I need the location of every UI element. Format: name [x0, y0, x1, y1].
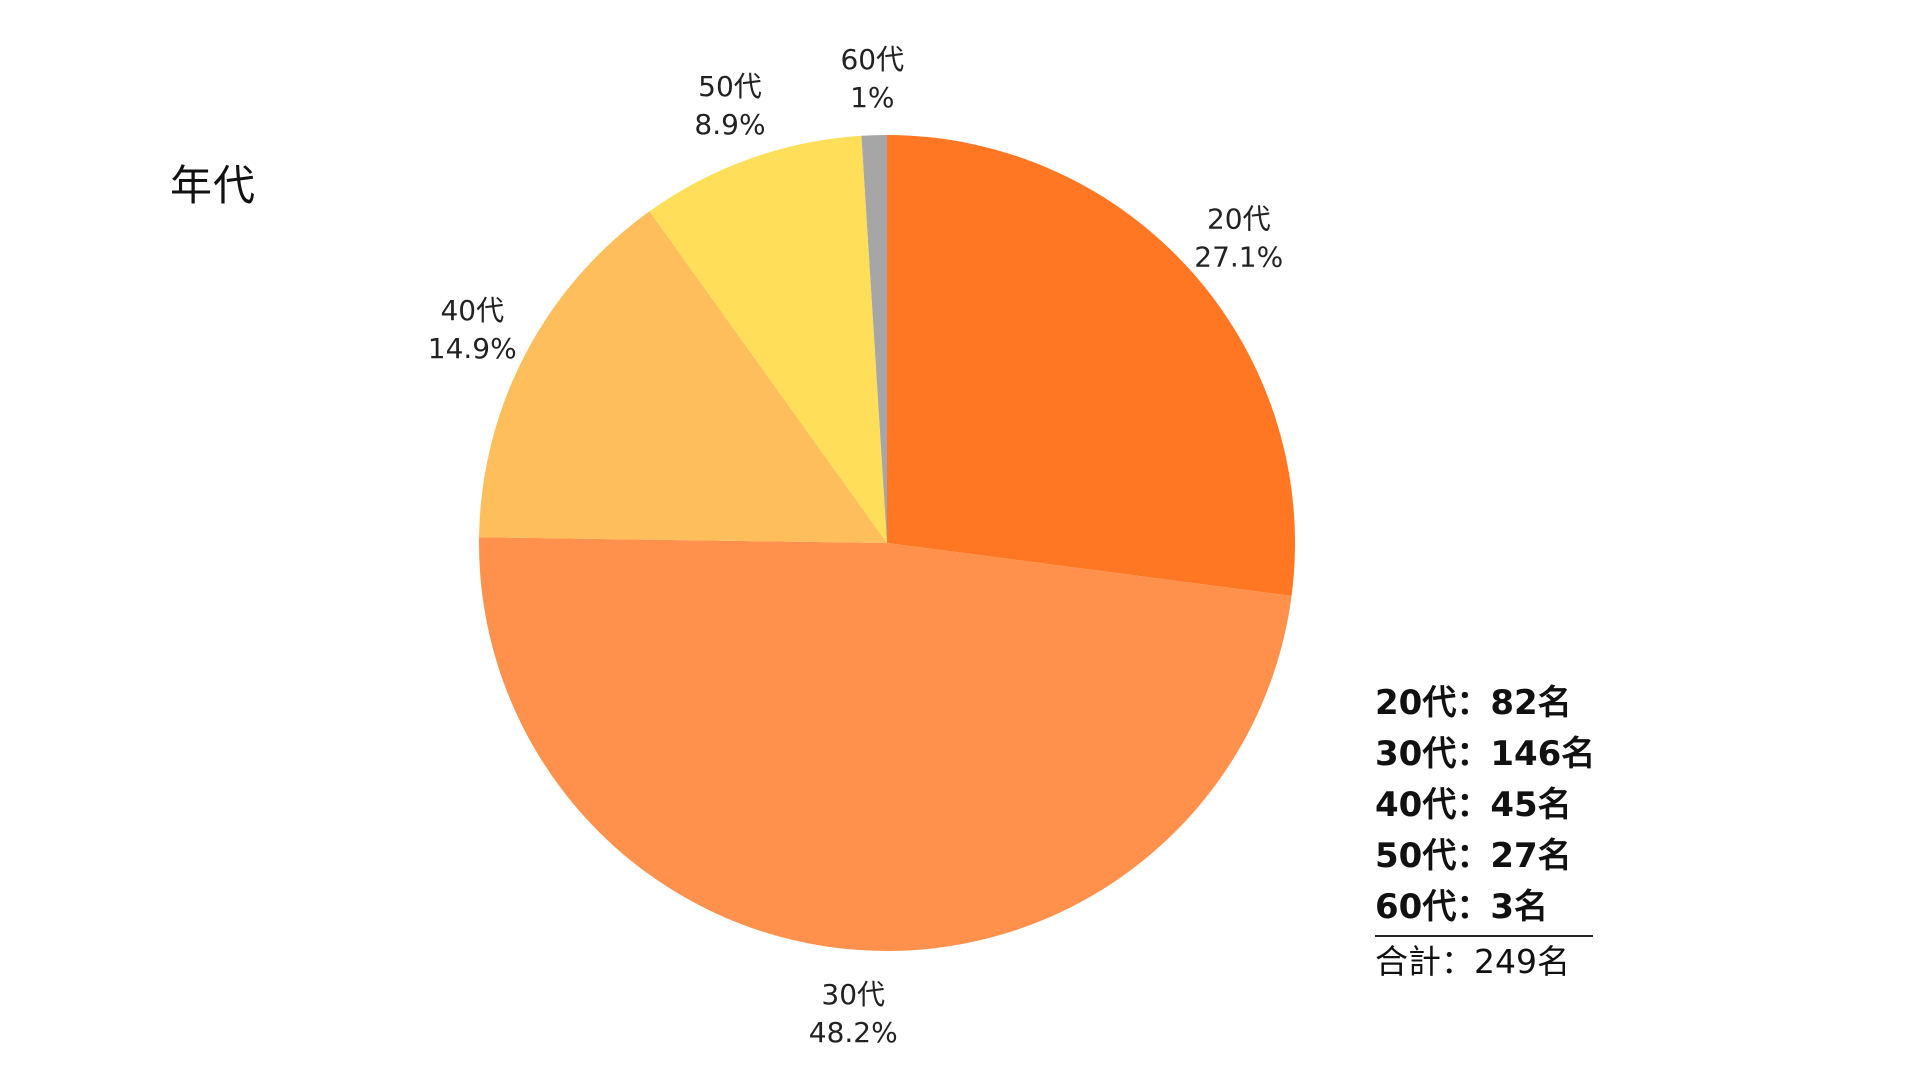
slice-value-label-3: 14.9% [428, 332, 517, 365]
summary-row-30s: 30代：146名 [1375, 734, 1596, 774]
slice-category-label-5: 60代 [840, 43, 904, 76]
slice-value-label-5: 1% [850, 81, 894, 114]
pie-slice-5 [861, 135, 887, 543]
summary-total: 合計：249名 [1375, 942, 1570, 981]
summary-row-50s: 50代：27名 [1375, 836, 1572, 876]
summary-row-60s: 60代：3名 [1375, 887, 1548, 927]
summary-divider [1375, 935, 1593, 937]
pie-slice-3 [479, 211, 887, 543]
slice-category-label-4: 50代 [698, 70, 762, 103]
summary-panel: 20代：82名 30代：146名 40代：45名 50代：27名 60代：3名 … [1375, 678, 1596, 987]
slice-value-label-4: 8.9% [694, 108, 765, 141]
pie-slice-2 [479, 537, 1292, 951]
pie-slice-4 [649, 135, 887, 544]
slice-category-label-3: 40代 [440, 294, 504, 327]
slice-category-label-2: 30代 [821, 978, 885, 1011]
slice-category-label-1: 20代 [1207, 202, 1271, 235]
pie-slice-1 [887, 135, 1295, 596]
chart-title: 年代 [170, 161, 257, 210]
slice-value-label-1: 27.1% [1194, 240, 1283, 273]
slice-value-label-2: 48.2% [809, 1016, 898, 1049]
summary-row-20s: 20代：82名 [1375, 683, 1572, 723]
summary-row-40s: 40代：45名 [1375, 785, 1572, 825]
